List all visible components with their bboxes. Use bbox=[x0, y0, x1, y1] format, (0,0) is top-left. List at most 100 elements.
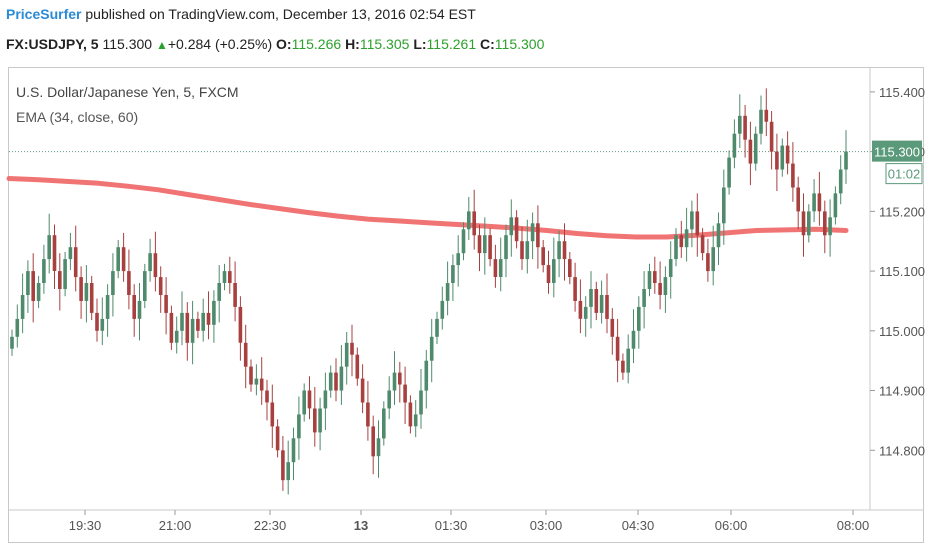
candle-body[interactable] bbox=[541, 247, 545, 266]
candle-body[interactable] bbox=[722, 187, 726, 224]
candle-body[interactable] bbox=[148, 253, 152, 272]
candle-body[interactable] bbox=[105, 295, 110, 319]
candle-body[interactable] bbox=[228, 271, 232, 283]
ema-line[interactable] bbox=[6, 176, 849, 240]
candle-body[interactable] bbox=[26, 271, 30, 295]
candle-body[interactable] bbox=[350, 342, 354, 355]
candle-body[interactable] bbox=[158, 277, 163, 295]
candle-body[interactable] bbox=[653, 271, 657, 283]
candle-body[interactable] bbox=[254, 378, 259, 385]
candle-body[interactable] bbox=[753, 133, 758, 164]
candle-body[interactable] bbox=[578, 300, 583, 319]
candle-body[interactable] bbox=[291, 438, 296, 463]
candle-body[interactable] bbox=[36, 283, 41, 301]
candle-body[interactable] bbox=[706, 253, 710, 272]
candle-body[interactable] bbox=[429, 336, 434, 361]
candle-body[interactable] bbox=[610, 318, 615, 337]
candle-body[interactable] bbox=[451, 265, 455, 283]
candle-body[interactable] bbox=[31, 271, 35, 301]
candle-body[interactable] bbox=[817, 193, 822, 212]
candle-body[interactable] bbox=[674, 235, 678, 260]
candle-body[interactable] bbox=[823, 211, 827, 236]
candle-body[interactable] bbox=[270, 402, 275, 427]
candle-body[interactable] bbox=[599, 295, 604, 313]
candle-body[interactable] bbox=[84, 283, 89, 301]
candle-body[interactable] bbox=[668, 259, 673, 277]
candle-body[interactable] bbox=[79, 277, 83, 301]
candle-body[interactable] bbox=[233, 283, 237, 307]
candle-body[interactable] bbox=[382, 408, 386, 439]
candle-body[interactable] bbox=[307, 390, 312, 409]
candle-body[interactable] bbox=[727, 157, 731, 188]
candle-body[interactable] bbox=[275, 426, 280, 451]
candle-body[interactable] bbox=[143, 271, 147, 301]
candle-body[interactable] bbox=[477, 235, 482, 254]
candle-body[interactable] bbox=[20, 295, 25, 319]
candle-body[interactable] bbox=[833, 193, 838, 218]
candle-body[interactable] bbox=[435, 318, 439, 337]
candle-body[interactable] bbox=[791, 163, 795, 188]
candle-body[interactable] bbox=[116, 247, 120, 272]
candle-body[interactable] bbox=[530, 223, 535, 242]
candle-body[interactable] bbox=[637, 306, 641, 331]
candle-body[interactable] bbox=[334, 372, 338, 391]
candle-body[interactable] bbox=[552, 259, 556, 283]
candle-body[interactable] bbox=[764, 109, 769, 122]
candle-body[interactable] bbox=[594, 289, 599, 313]
candle-body[interactable] bbox=[504, 235, 508, 260]
candle-body[interactable] bbox=[281, 450, 285, 481]
candle-body[interactable] bbox=[807, 211, 811, 236]
candle-body[interactable] bbox=[265, 390, 269, 403]
candle-body[interactable] bbox=[127, 271, 131, 295]
candle-body[interactable] bbox=[201, 312, 205, 331]
candle-body[interactable] bbox=[212, 300, 216, 325]
instrument-legend[interactable]: U.S. Dollar/Japanese Yen, 5, FXCM bbox=[16, 84, 239, 100]
candle-body[interactable] bbox=[100, 318, 105, 331]
candle-body[interactable] bbox=[111, 271, 115, 295]
candle-body[interactable] bbox=[658, 283, 662, 295]
candle-body[interactable] bbox=[738, 115, 742, 134]
candle-body[interactable] bbox=[615, 336, 620, 361]
candle-body[interactable] bbox=[323, 390, 328, 409]
candle-body[interactable] bbox=[328, 372, 333, 391]
candle-body[interactable] bbox=[42, 259, 46, 283]
indicator-legend[interactable]: EMA (34, close, 60) bbox=[16, 109, 139, 125]
candle-body[interactable] bbox=[169, 312, 174, 343]
candle-body[interactable] bbox=[89, 283, 94, 313]
candle-body[interactable] bbox=[769, 121, 774, 152]
candle-body[interactable] bbox=[339, 366, 344, 391]
candle-body[interactable] bbox=[408, 402, 413, 427]
candle-body[interactable] bbox=[695, 211, 700, 236]
candle-body[interactable] bbox=[132, 295, 136, 319]
candle-body[interactable] bbox=[196, 318, 200, 331]
candle-body[interactable] bbox=[344, 342, 349, 367]
candle-body[interactable] bbox=[700, 235, 705, 254]
candle-body[interactable] bbox=[844, 151, 848, 170]
candle-body[interactable] bbox=[63, 259, 67, 289]
candle-body[interactable] bbox=[440, 300, 445, 319]
candle-body[interactable] bbox=[642, 289, 646, 307]
candle-body[interactable] bbox=[785, 145, 790, 164]
candle-body[interactable] bbox=[467, 211, 471, 230]
candle-body[interactable] bbox=[249, 366, 253, 385]
candle-body[interactable] bbox=[58, 271, 62, 289]
candle-body[interactable] bbox=[743, 115, 747, 140]
candle-body[interactable] bbox=[493, 259, 498, 277]
candle-body[interactable] bbox=[222, 271, 227, 283]
candle-body[interactable] bbox=[605, 295, 609, 319]
candle-body[interactable] bbox=[663, 277, 668, 295]
candle-body[interactable] bbox=[313, 408, 317, 433]
candle-body[interactable] bbox=[525, 241, 530, 260]
candle-body[interactable] bbox=[95, 312, 99, 331]
candle-body[interactable] bbox=[68, 247, 73, 260]
candle-body[interactable] bbox=[302, 390, 306, 415]
candle-body[interactable] bbox=[631, 330, 636, 349]
candle-body[interactable] bbox=[419, 390, 423, 415]
candle-body[interactable] bbox=[498, 259, 503, 277]
candle-body[interactable] bbox=[371, 426, 375, 457]
candle-body[interactable] bbox=[472, 211, 476, 236]
candle-body[interactable] bbox=[424, 360, 429, 391]
candle-body[interactable] bbox=[796, 187, 800, 212]
candle-body[interactable] bbox=[73, 247, 78, 278]
candle-body[interactable] bbox=[520, 241, 524, 260]
